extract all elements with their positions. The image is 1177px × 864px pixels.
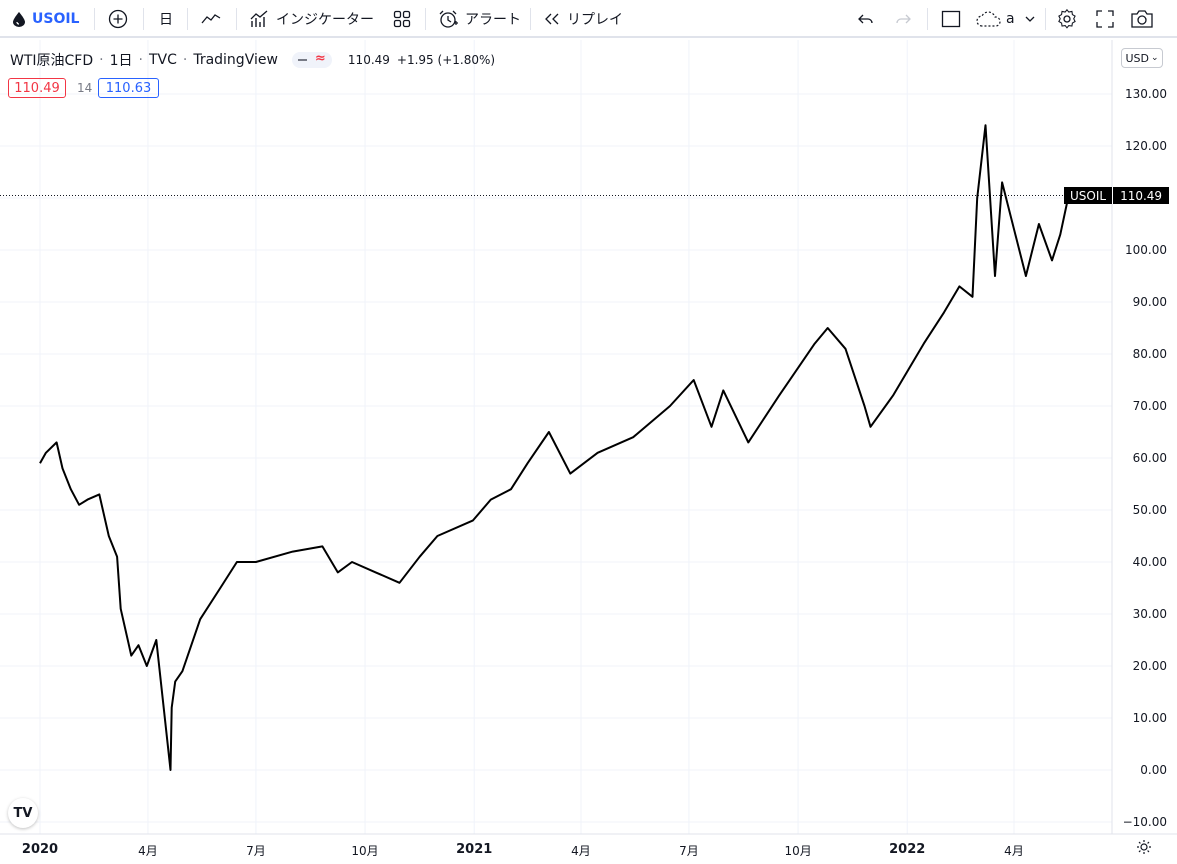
x-tick-label: 2021 — [456, 842, 493, 857]
y-tick-label: 0.00 — [1140, 763, 1167, 777]
oil-drop-icon — [13, 12, 25, 27]
fullscreen-icon — [1096, 10, 1114, 28]
interval-button[interactable]: 日 — [159, 0, 173, 38]
y-tick-label: 40.00 — [1132, 555, 1167, 569]
minus-icon — [297, 59, 307, 61]
sell-price-button[interactable]: 110.49 — [8, 78, 66, 98]
chart-type-button[interactable] — [200, 0, 222, 38]
x-tick-label: 10月 — [351, 844, 379, 858]
line-chart-icon — [201, 14, 221, 24]
top-toolbar: USOIL 日 インジケーター — [0, 0, 1177, 38]
legend-provider: TradingView — [193, 52, 278, 68]
toolbar-divider — [425, 8, 426, 30]
legend-title: WTI原油CFD — [10, 53, 94, 69]
indicators-icon — [250, 10, 268, 27]
plus-circle-icon — [108, 9, 128, 29]
x-tick-label: 2022 — [889, 842, 926, 857]
layout-dropdown-button[interactable] — [1024, 0, 1036, 38]
grid-icon — [393, 10, 411, 28]
cloud-icon — [976, 11, 1001, 27]
toolbar-divider — [927, 8, 928, 30]
spread-value: 14 — [77, 81, 93, 95]
square-icon — [941, 10, 961, 28]
gear-icon — [1058, 8, 1076, 29]
legend-change: +1.95 (+1.80%) — [396, 53, 496, 67]
y-tick-label: 120.00 — [1125, 139, 1167, 153]
layout-button[interactable] — [941, 0, 961, 38]
symbol-label: USOIL — [32, 11, 80, 27]
x-tick-label: 10月 — [784, 844, 812, 858]
chevron-down-icon — [1025, 16, 1035, 22]
x-tick-label: 2020 — [21, 842, 59, 857]
x-tick-label: 4月 — [571, 844, 591, 858]
chevron-down-icon: ⌄ — [1150, 53, 1159, 63]
chart-legend[interactable]: WTI原油CFD · 1日 · TVC · TradingView ≈ 110.… — [10, 51, 496, 69]
compare-button[interactable] — [108, 0, 128, 38]
fullscreen-button[interactable] — [1096, 0, 1114, 38]
legend-interval: 1日 — [109, 53, 133, 69]
indicators-label: インジケーター — [276, 12, 374, 28]
price-line-series — [39, 124, 1070, 771]
undo-button[interactable] — [857, 0, 875, 38]
tv-logo-icon: TV — [13, 805, 33, 821]
alert-button[interactable]: アラート — [437, 0, 521, 38]
x-tick-label: 7月 — [246, 844, 266, 858]
undo-icon — [858, 14, 873, 24]
market-status-pill[interactable]: ≈ — [291, 51, 332, 68]
y-tick-label: 100.00 — [1125, 243, 1167, 257]
layout-name: a — [1006, 11, 1015, 27]
y-tick-label: 50.00 — [1132, 503, 1167, 517]
save-layout-button[interactable]: a — [976, 0, 1015, 38]
rewind-icon — [545, 13, 559, 25]
toolbar-divider — [187, 8, 188, 30]
y-tick-label: 90.00 — [1132, 295, 1167, 309]
symbol-search-button[interactable]: USOIL — [12, 0, 79, 38]
wave-icon: ≈ — [314, 51, 326, 66]
x-tick-label: 7月 — [679, 844, 699, 858]
currency-label: USD — [1125, 51, 1149, 65]
tradingview-logo[interactable]: TV — [8, 798, 38, 828]
toolbar-divider — [1045, 8, 1046, 30]
interval-label: 日 — [159, 12, 173, 28]
chart-grid — [0, 40, 1112, 834]
legend-source: TVC — [148, 52, 177, 68]
redo-button[interactable] — [894, 0, 912, 38]
settings-button[interactable] — [1056, 0, 1078, 38]
screenshot-button[interactable] — [1130, 0, 1154, 38]
sun-gear-icon — [1137, 840, 1151, 854]
legend-last: 110.49 — [347, 53, 390, 67]
y-tick-label: 20.00 — [1132, 659, 1167, 673]
y-tick-label: 80.00 — [1132, 347, 1167, 361]
redo-icon — [896, 14, 911, 24]
toolbar-divider — [236, 8, 237, 30]
camera-icon — [1131, 10, 1153, 28]
current-price-tag: USOIL 110.49 — [1064, 187, 1170, 204]
alarm-clock-icon — [439, 10, 458, 28]
x-tick-label: 4月 — [138, 844, 158, 858]
y-tick-label: 60.00 — [1132, 451, 1167, 465]
templates-button[interactable] — [393, 0, 411, 38]
toolbar-divider — [94, 8, 95, 30]
y-tick-label: 130.00 — [1125, 87, 1167, 101]
toolbar-divider — [143, 8, 144, 30]
scale-settings-button[interactable] — [1136, 839, 1152, 859]
currency-dropdown[interactable]: USD ⌄ — [1121, 48, 1163, 68]
current-symbol-label: USOIL — [1070, 188, 1107, 203]
y-tick-label: 70.00 — [1132, 399, 1167, 413]
alert-label: アラート — [465, 12, 521, 28]
y-tick-label: 10.00 — [1132, 711, 1167, 725]
current-price-value: 110.49 — [1120, 188, 1163, 203]
indicators-button[interactable]: インジケーター — [250, 0, 374, 38]
y-tick-label: −10.00 — [1122, 815, 1167, 829]
x-tick-label: 4月 — [1004, 844, 1024, 858]
toolbar-divider — [530, 8, 531, 30]
buy-price-button[interactable]: 110.63 — [98, 78, 159, 98]
replay-label: リプレイ — [567, 12, 623, 28]
y-tick-label: 30.00 — [1132, 607, 1167, 621]
replay-button[interactable]: リプレイ — [543, 0, 623, 38]
